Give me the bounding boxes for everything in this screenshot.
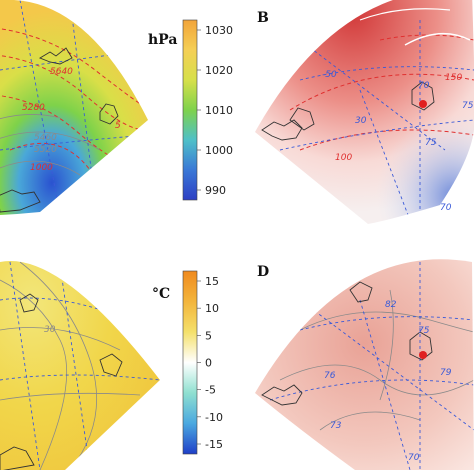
panel-c: 30 [0, 260, 160, 470]
contour-label: 70 [418, 81, 430, 91]
contour-label: 5520 [34, 145, 57, 155]
contour-label: 30 [44, 325, 56, 335]
colorbar-tick-label: 15 [205, 275, 219, 288]
contour-label: 75 [425, 138, 437, 148]
colorbar-tick-label: 990 [205, 184, 226, 197]
contour-label: 75 [418, 326, 430, 336]
contour-label: 5460 [34, 133, 57, 143]
contour-label: 30 [355, 116, 367, 126]
contour-label: 100 [335, 153, 352, 163]
colorbar-tick-label: 10 [205, 302, 219, 315]
colorbar-tick-label: 1020 [205, 64, 233, 77]
contour-label: 82 [385, 300, 397, 310]
panel-letter-b: B [257, 10, 269, 26]
colorbar-tick-label: 1000 [205, 144, 233, 157]
colorbar-tick-label: 0 [205, 357, 212, 370]
colorbar-bar [182, 270, 198, 455]
contour-label: 150 [445, 73, 462, 83]
panel-b: 150 100 -50 30 70 75 75 70 B [255, 0, 474, 224]
station-marker [419, 100, 427, 108]
panel-letter-d: D [257, 264, 269, 280]
colorbar-tick-label: -10 [205, 411, 223, 424]
colorbar-tick-label: -5 [205, 384, 216, 397]
contour-label: 79 [440, 368, 452, 378]
panel-a: 5640 5280 5460 5520 1000 5 [0, 0, 148, 215]
contour-label: 5280 [22, 103, 45, 113]
panel-b-contour-labels: 150 100 -50 30 70 75 75 70 [322, 70, 474, 213]
colorbar-unit: hPa [148, 32, 177, 48]
contour-label: 76 [324, 371, 336, 381]
colorbar-ticks: 15 10 5 0 -5 -10 -15 [197, 275, 223, 451]
panel-a-contour-labels: 5640 5280 5460 5520 1000 5 [22, 67, 121, 173]
colorbar-tick-label: 1030 [205, 24, 233, 37]
contour-label: 73 [330, 421, 342, 431]
contour-label: 70 [440, 203, 452, 213]
contour-label: 75 [462, 101, 474, 111]
colorbar-tick-label: -15 [205, 438, 223, 451]
contour-label: 70 [408, 453, 420, 463]
colorbar-tick-label: 1010 [205, 104, 233, 117]
colorbar-unit: °C [152, 286, 170, 302]
station-marker [419, 351, 427, 359]
panel-d-contour-labels: 82 75 76 79 73 70 [324, 300, 452, 463]
contour-label: 5 [115, 121, 121, 131]
panel-d: 82 75 76 79 73 70 D [255, 259, 474, 470]
panel-c-contours [0, 261, 160, 470]
colorbar-ticks: 1030 1020 1010 1000 990 [197, 24, 233, 197]
colorbar-pressure: hPa 1030 1020 1010 1000 990 [148, 19, 233, 201]
contour-label: 5640 [50, 67, 73, 77]
colorbar-temperature: °C 15 10 5 0 -5 -10 -15 [152, 270, 223, 455]
panel-d-contours [261, 262, 474, 470]
panel-b-contours [255, 0, 474, 224]
contour-label: -50 [322, 70, 337, 80]
colorbar-tick-label: 5 [205, 329, 212, 342]
colorbar-bar [182, 19, 198, 201]
contour-label: 1000 [30, 163, 53, 173]
